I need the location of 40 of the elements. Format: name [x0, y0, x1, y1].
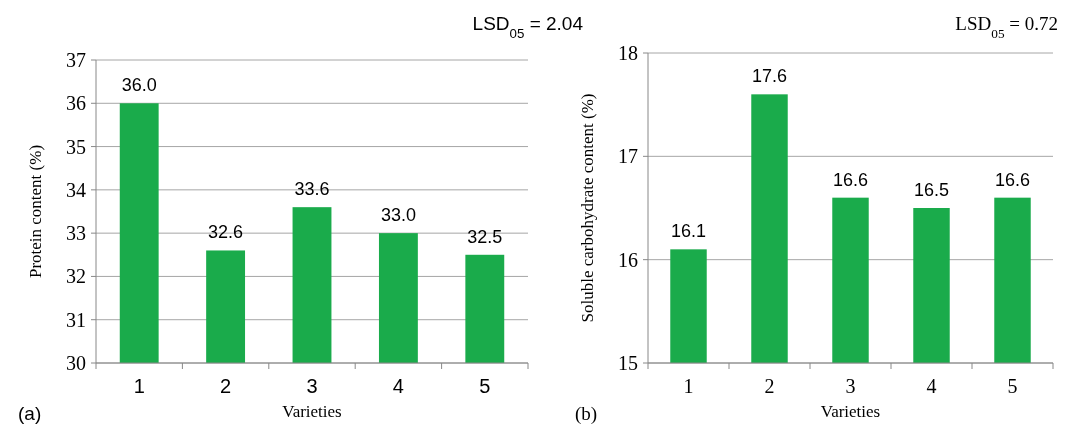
x-tick-label: 5 [479, 375, 491, 397]
data-label: 36.0 [121, 75, 157, 96]
y-tick-label: 36 [66, 92, 86, 115]
y-tick-label: 30 [66, 352, 86, 374]
x-tick-label: 3 [306, 375, 318, 397]
x-axis-title: Varieties [820, 402, 881, 421]
x-tick-label: 2 [764, 375, 775, 397]
x-tick-label: 2 [220, 375, 232, 397]
x-tick-label: 3 [845, 375, 856, 397]
y-tick-label: 35 [66, 135, 86, 158]
data-label: 16.5 [913, 180, 950, 200]
y-tick-label: 17 [618, 145, 638, 168]
y-tick-label: 34 [66, 178, 86, 201]
text: LSD$_{05}$ = 0.72 [955, 13, 1058, 41]
text: (a) [18, 403, 42, 424]
x-tick-label: 1 [683, 375, 694, 397]
text: LSD$_{05}$ = 2.04 [472, 13, 584, 41]
x-tick-label: 4 [926, 375, 937, 397]
x-tick-label: 1 [133, 375, 145, 397]
y-tick-label: 37 [66, 49, 86, 71]
data-label: 17.6 [751, 66, 788, 87]
text: (b) [575, 403, 598, 425]
data-label: 33.0 [380, 205, 416, 226]
y-tick-label: 31 [66, 308, 86, 331]
y-tick-label: 32 [66, 265, 86, 288]
y-axis-title: Protein content (%) [26, 144, 45, 279]
y-tick-label: 16 [618, 248, 638, 271]
y-tick-label: 33 [66, 222, 86, 245]
x-tick-label: 4 [392, 375, 404, 397]
y-tick-label: 15 [618, 352, 638, 374]
data-label: 32.5 [467, 226, 503, 247]
data-label: 16.6 [994, 169, 1031, 190]
x-axis-title: Varieties [282, 402, 342, 421]
y-axis-title: Soluble carbohydrate content (%) [578, 93, 597, 323]
data-label: 33.6 [294, 179, 330, 200]
x-tick-label: 5 [1007, 375, 1018, 397]
data-label: 16.1 [670, 221, 707, 242]
y-tick-label: 18 [618, 42, 638, 64]
data-label: 16.6 [832, 169, 869, 190]
data-label: 32.6 [208, 222, 244, 243]
